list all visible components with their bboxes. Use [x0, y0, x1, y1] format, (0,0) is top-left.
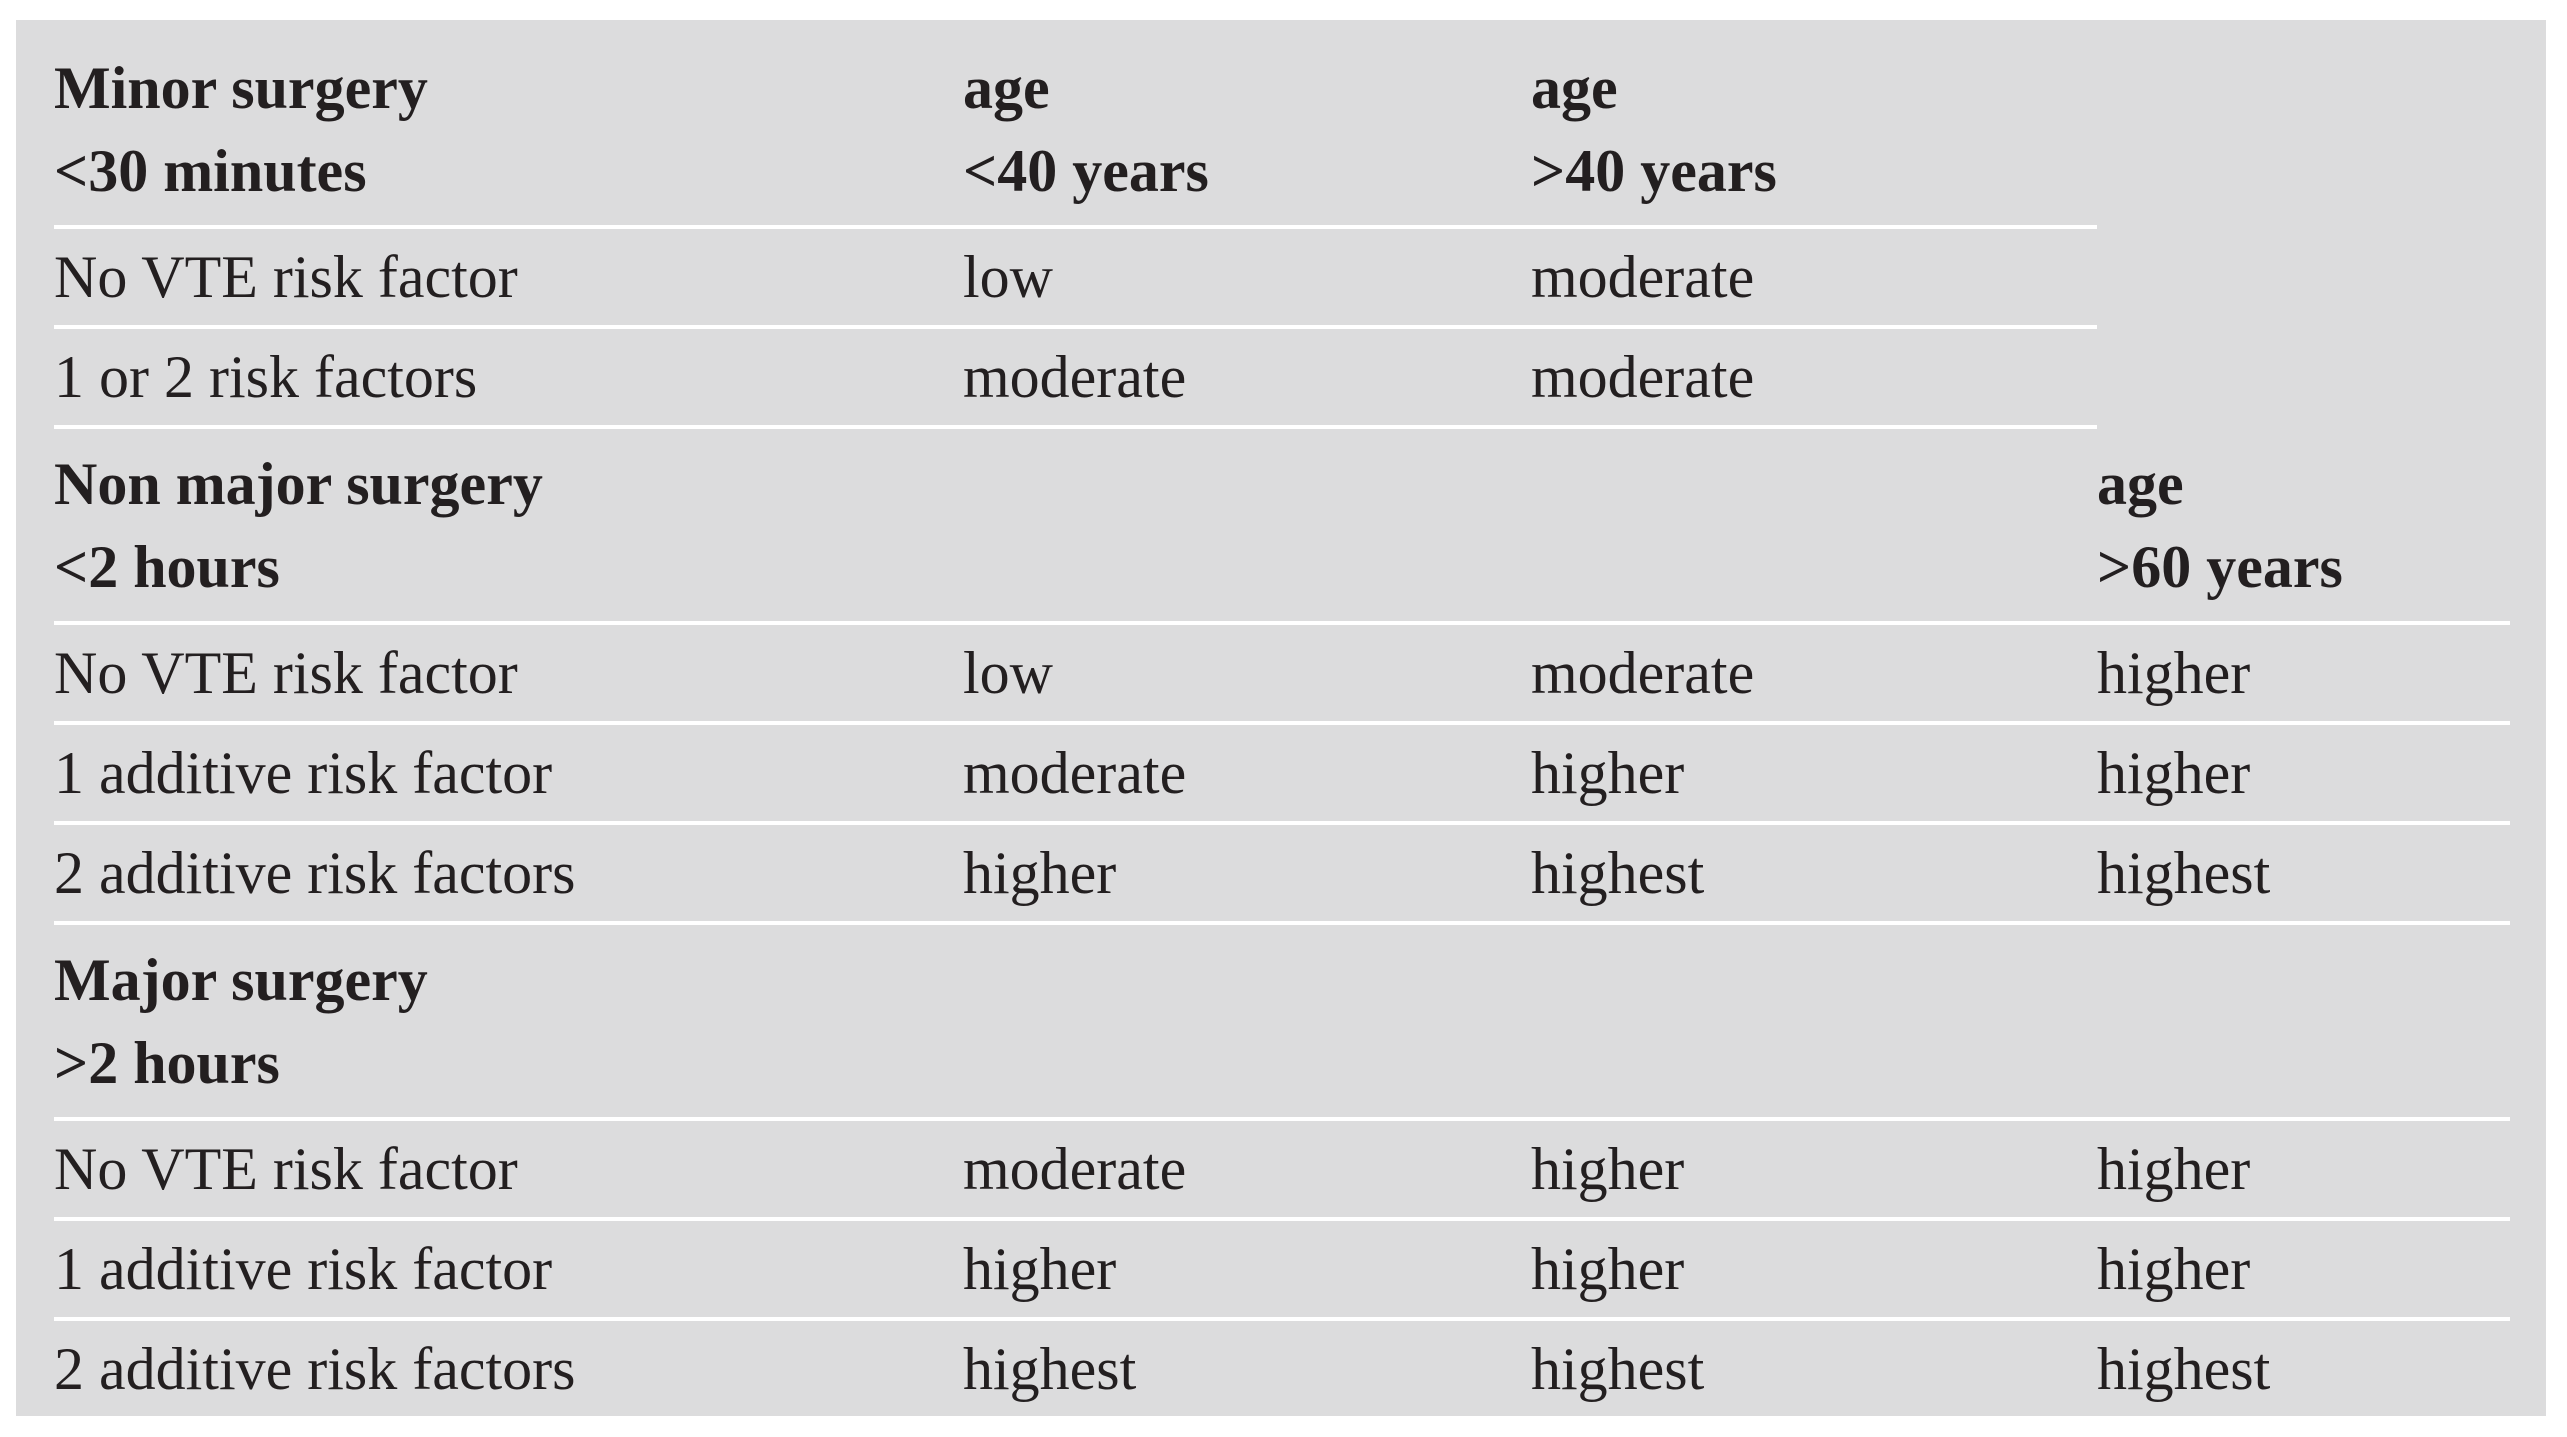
risk-table: Minor surgery <30 minutes age <40 years age >… [54, 33, 2510, 1421]
header-cell: age <40 years [963, 33, 1531, 229]
risk-cell: higher [2097, 1119, 2510, 1221]
risk-cell: highest [963, 1319, 1531, 1421]
risk-cell: higher [963, 823, 1531, 925]
cell-line: age [1531, 55, 1618, 121]
risk-cell: highest [1531, 823, 2097, 925]
risk-cell: higher [963, 1219, 1531, 1321]
row-label: No VTE risk factor [54, 227, 963, 329]
cell-line: <30 minutes [54, 138, 367, 204]
header-cell [2097, 33, 2510, 227]
risk-cell: moderate [1531, 623, 2097, 725]
cell-line: age [963, 55, 1050, 121]
risk-cell: low [963, 623, 1531, 725]
cell-line: Major surgery [54, 947, 428, 1013]
data-row: No VTE risk factor low moderate higher [54, 623, 2510, 725]
cell-line: Minor surgery [54, 55, 428, 121]
table-panel: Minor surgery <30 minutes age <40 years age >… [16, 20, 2546, 1421]
section-header-row: Major surgery >2 hours [54, 923, 2510, 1121]
header-cell [2097, 923, 2510, 1121]
header-cell: Minor surgery <30 minutes [54, 33, 963, 229]
cell-line: <40 years [963, 138, 1209, 204]
cell-line: Non major surgery [54, 451, 543, 517]
risk-cell: moderate [963, 723, 1531, 825]
risk-cell: higher [1531, 723, 2097, 825]
section-header-row: Minor surgery <30 minutes age <40 years age >… [54, 33, 2510, 229]
data-row: No VTE risk factor moderate higher higher [54, 1119, 2510, 1221]
data-row: No VTE risk factor low moderate [54, 227, 2510, 329]
header-cell [963, 427, 1531, 625]
row-label: 2 additive risk factors [54, 1319, 963, 1421]
cell-line: <2 hours [54, 534, 280, 600]
data-row: 2 additive risk factors highest highest hig… [54, 1319, 2510, 1421]
data-row: 1 or 2 risk factors moderate moderate [54, 327, 2510, 429]
header-cell: Major surgery >2 hours [54, 923, 963, 1121]
header-cell: age >40 years [1531, 33, 2097, 229]
section-header-row: Non major surgery <2 hours age >60 years [54, 427, 2510, 625]
cell-line: >2 hours [54, 1030, 280, 1096]
row-label: 1 additive risk factor [54, 723, 963, 825]
risk-cell: higher [2097, 1219, 2510, 1321]
table-body: Minor surgery <30 minutes age <40 years age >… [54, 33, 2510, 1421]
header-cell [1531, 923, 2097, 1121]
row-label: No VTE risk factor [54, 623, 963, 725]
risk-cell: highest [2097, 1319, 2510, 1421]
risk-cell: low [963, 227, 1531, 329]
risk-cell: higher [2097, 723, 2510, 825]
risk-cell: higher [1531, 1119, 2097, 1221]
data-row: 1 additive risk factor higher higher higher [54, 1219, 2510, 1321]
risk-cell [2097, 327, 2510, 427]
risk-cell: higher [2097, 623, 2510, 725]
risk-cell: moderate [963, 327, 1531, 429]
row-label: 1 additive risk factor [54, 1219, 963, 1321]
risk-cell: higher [1531, 1219, 2097, 1321]
header-cell: age >60 years [2097, 427, 2510, 625]
row-label: No VTE risk factor [54, 1119, 963, 1221]
data-row: 1 additive risk factor moderate higher high… [54, 723, 2510, 825]
risk-cell: moderate [1531, 327, 2097, 429]
header-cell [1531, 427, 2097, 625]
risk-cell: moderate [963, 1119, 1531, 1221]
row-label: 1 or 2 risk factors [54, 327, 963, 429]
risk-cell [2097, 227, 2510, 327]
header-cell [963, 923, 1531, 1121]
cell-line: >40 years [1531, 138, 1777, 204]
cell-line: age [2097, 451, 2184, 517]
risk-cell: highest [1531, 1319, 2097, 1421]
cell-line: >60 years [2097, 534, 2343, 600]
risk-cell: moderate [1531, 227, 2097, 329]
risk-cell: highest [2097, 823, 2510, 925]
data-row: 2 additive risk factors higher highest high… [54, 823, 2510, 925]
header-cell: Non major surgery <2 hours [54, 427, 963, 625]
row-label: 2 additive risk factors [54, 823, 963, 925]
